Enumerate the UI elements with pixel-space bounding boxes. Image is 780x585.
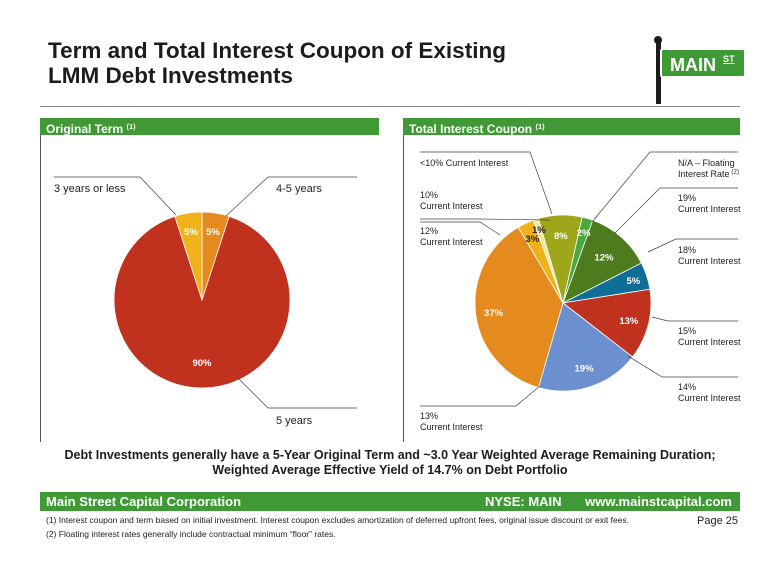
- pie2-leader-19: [613, 187, 738, 235]
- pie1-leader-3-years-or-less: [54, 176, 177, 216]
- logo-sign: [660, 48, 746, 78]
- footer-company: Main Street Capital Corporation: [46, 494, 242, 509]
- pie1-leader-4-5-years: [225, 176, 357, 217]
- page-title: Term and Total Interest Coupon of Existi…: [48, 38, 608, 88]
- original-term-footnote-ref: (1): [126, 122, 136, 131]
- pie1-slice-5-years: [113, 215, 291, 389]
- pie2-label-15-current-interest: 15% Current Interest: [678, 326, 741, 347]
- footnote-2: (2) Floating interest rates generally in…: [46, 529, 336, 539]
- right-panel-border: [403, 135, 404, 442]
- pie2-leader-13: [420, 385, 541, 407]
- logo-post: [656, 42, 661, 104]
- summary-line-1: Debt Investments generally have a 5-Year…: [64, 448, 716, 462]
- title-line-1: Term and Total Interest Coupon of Existi…: [48, 38, 506, 63]
- pie2-leader-14: [627, 355, 738, 378]
- pie2-value-label-1: 1%: [532, 225, 546, 236]
- pie2-label-14-current-interest: 14% Current Interest: [678, 382, 741, 403]
- pie2-label-18-current-interest: 18% Current Interest: [678, 245, 741, 266]
- left-panel-border: [40, 135, 41, 442]
- footnote-1: (1) Interest coupon and term based on in…: [46, 515, 630, 525]
- interest-coupon-header: Total Interest Coupon (1): [403, 118, 740, 136]
- pie2-slice-13-current-interest: [474, 226, 564, 389]
- footer-bar: Main Street Capital Corporation NYSE: MA…: [40, 492, 740, 511]
- pie2-label-13-current-interest: 13% Current Interest: [420, 411, 483, 432]
- pie2-label-19-current-interest: 19% Current Interest: [678, 193, 741, 214]
- pie2-value-label-19: 19%: [575, 364, 595, 375]
- original-term-header: Original Term (1): [40, 118, 379, 136]
- pie2-leader-under-10: [420, 151, 553, 215]
- footer-website-link[interactable]: www.mainstcapital.com: [585, 494, 732, 509]
- summary-line-2: Weighted Average Effective Yield of 14.7…: [212, 463, 568, 477]
- pie2-slice-12-current-interest: [517, 219, 564, 304]
- pie1-label-5-years: 5 years: [276, 415, 313, 427]
- pie2-leader-10: [420, 218, 551, 221]
- pie2-slice-15-current-interest: [562, 288, 652, 358]
- pie1-value-label-4-5-years: 5%: [206, 227, 220, 238]
- pie2-value-label-12: 12%: [594, 252, 614, 263]
- pie2-leader-15: [651, 316, 738, 322]
- pie2-leader-floating: [591, 151, 738, 223]
- interest-coupon-footnote-ref: (1): [535, 122, 545, 131]
- pie2-value-label-8: 8%: [554, 231, 568, 242]
- main-street-logo: MAIN ST: [654, 36, 746, 104]
- pie2-slice-14-current-interest: [537, 302, 634, 392]
- title-line-2: LMM Debt Investments: [48, 63, 294, 88]
- pie1-label-3-years-or-less: 3 years or less: [54, 183, 126, 195]
- footer-ticker: NYSE: MAIN: [485, 494, 562, 509]
- pie2-leader-12: [420, 221, 501, 236]
- pie2-value-label-5: 5%: [627, 276, 641, 287]
- original-term-header-label: Original Term: [46, 122, 124, 136]
- pie2-value-label-37: 37%: [484, 308, 504, 319]
- pie2-label-10-current-interest: 10% Current Interest: [420, 190, 483, 211]
- logo-superscript: ST: [723, 54, 735, 64]
- pie2-value-label-13: 13%: [619, 316, 639, 327]
- page-number: Page 25: [697, 515, 738, 527]
- logo-text: MAIN: [670, 55, 716, 75]
- pie2-slice-19-current-interest: [562, 219, 642, 304]
- pie1-label-4-5-years: 4-5 years: [276, 183, 322, 195]
- pie2-label-under-10-current-interest: <10% Current Interest: [420, 158, 509, 168]
- pie2-value-label-2: 2%: [577, 228, 591, 239]
- pie1-value-label-3-years-or-less: 5%: [184, 227, 198, 238]
- pie2-value-label-3: 3%: [525, 234, 539, 245]
- summary-text: Debt Investments generally have a 5-Year…: [40, 448, 740, 478]
- pie2-label-floating-interest-rate: N/A – Floating Interest Rate (2): [678, 158, 739, 179]
- interest-coupon-header-label: Total Interest Coupon: [409, 122, 533, 136]
- title-divider: [40, 106, 740, 107]
- pie2-label-12-current-interest: 12% Current Interest: [420, 226, 483, 247]
- pie1-leader-5-years: [237, 377, 357, 409]
- pie1-value-label-5-years: 90%: [192, 358, 212, 369]
- pie2-leader-18: [647, 238, 738, 253]
- pie1-slice-3-years-or-less: [174, 211, 203, 301]
